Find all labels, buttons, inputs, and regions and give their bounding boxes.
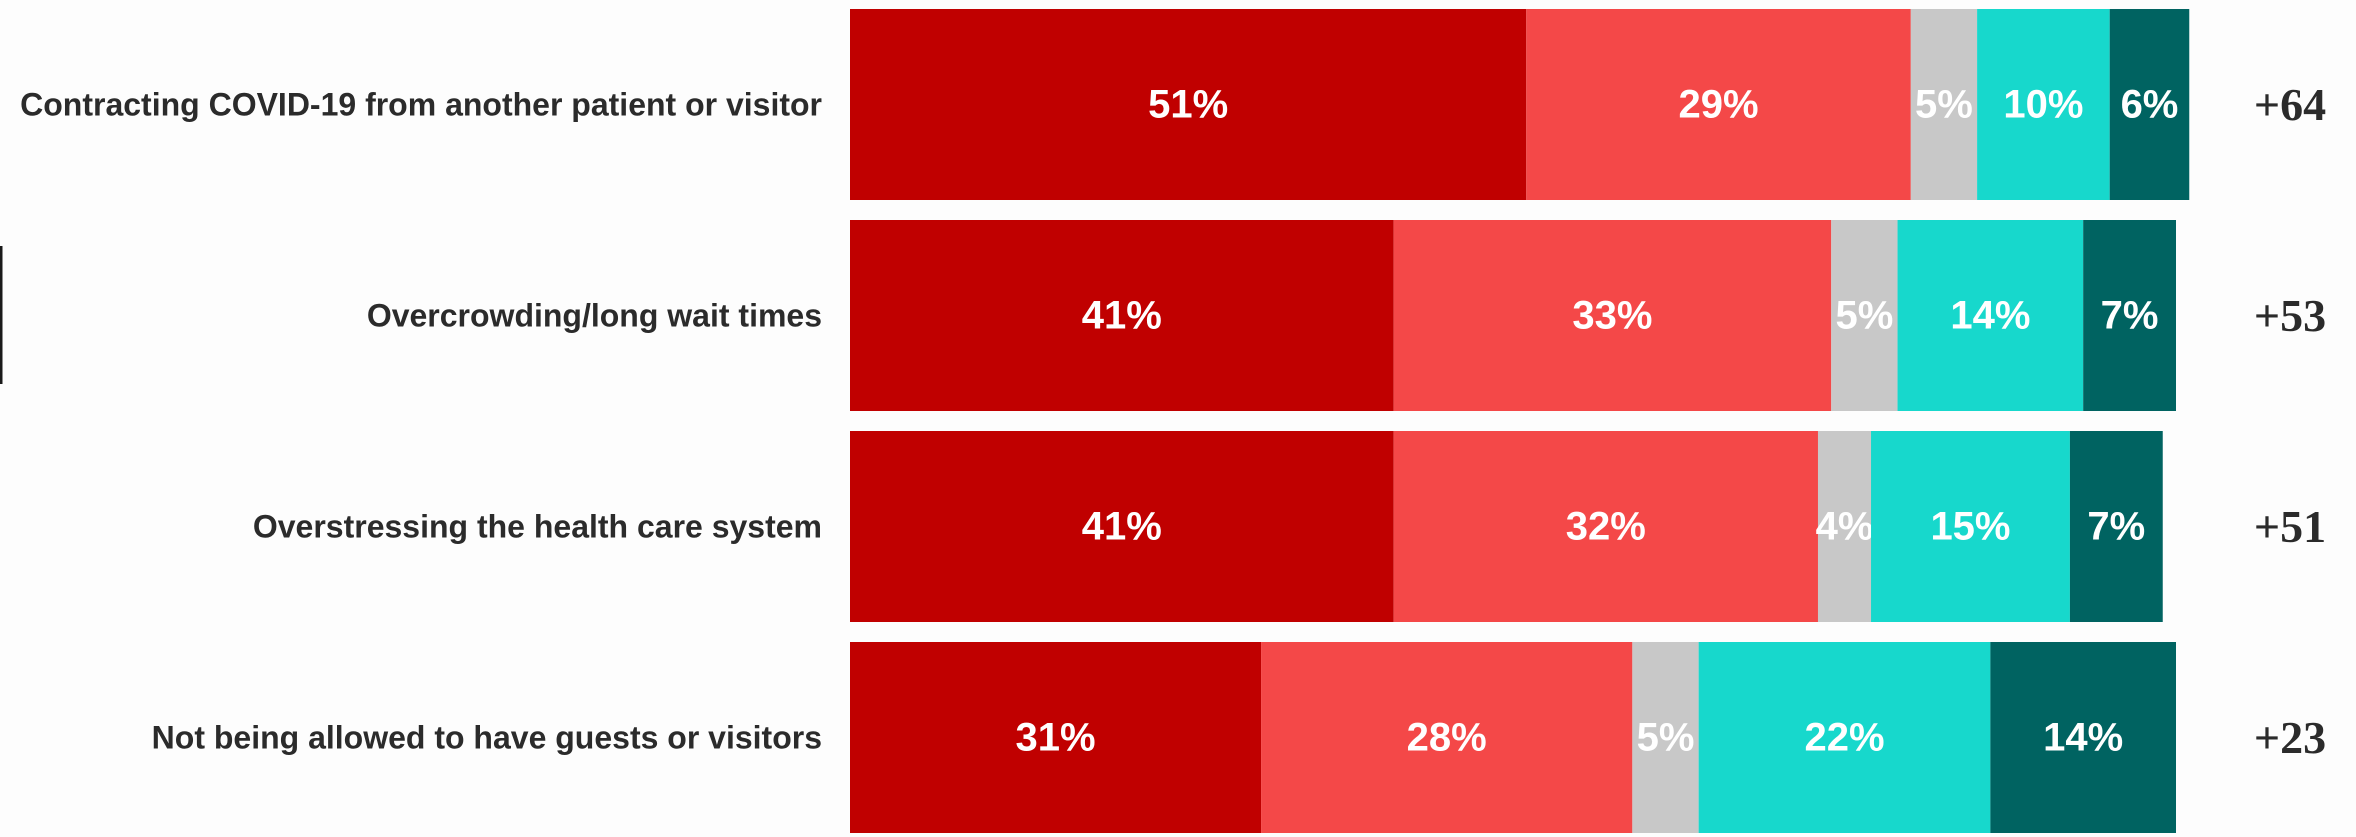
bar-row: Overcrowding/long wait times 41% 33% 5% 14% 7… <box>367 220 2326 411</box>
bar-row: Contracting COVID-19 from another patien… <box>20 9 2326 200</box>
bar-segment <box>1871 431 2070 622</box>
data-label: 41% <box>1082 294 1162 338</box>
bar-segment <box>2083 220 2176 411</box>
data-label: 5% <box>1915 83 1973 127</box>
data-label: 14% <box>1950 294 2030 338</box>
bar-segment <box>850 642 1262 833</box>
category-label: Overcrowding/long wait times <box>367 298 822 334</box>
bar-segment <box>2069 431 2163 622</box>
data-label: 33% <box>1572 294 1652 338</box>
data-label: 6% <box>2121 83 2179 127</box>
bar-segment <box>1817 431 1872 622</box>
bar-row: Overstressing the health care system 41% 3… <box>253 431 2326 622</box>
category-label: Contracting COVID-19 from another patien… <box>20 87 822 123</box>
data-label: 5% <box>1835 294 1893 338</box>
bar-row: Not being allowed to have guests or visi… <box>152 642 2326 833</box>
bar-segment <box>1393 220 1832 411</box>
bar-segment <box>1990 642 2176 833</box>
bar-segment <box>2109 9 2190 200</box>
net-score-label: +64 <box>2254 79 2326 130</box>
bar-segment <box>850 220 1394 411</box>
bar-segment <box>850 431 1394 622</box>
bar-segment <box>1632 642 1699 833</box>
data-label: 14% <box>2043 716 2123 760</box>
bar-segment <box>1910 9 1978 200</box>
data-label: 10% <box>2003 83 2083 127</box>
bar-segment <box>1977 9 2110 200</box>
bar-segment <box>850 9 1527 200</box>
bar-segment <box>1897 220 2084 411</box>
bar-segment <box>1831 220 1898 411</box>
net-score-label: +53 <box>2254 290 2326 341</box>
data-label: 7% <box>2101 294 2159 338</box>
data-label: 5% <box>1637 716 1695 760</box>
data-label: 41% <box>1082 505 1162 549</box>
data-label: 7% <box>2087 505 2145 549</box>
bar-segment <box>1393 431 1818 622</box>
net-score-label: +51 <box>2254 501 2326 552</box>
bars-layer: Contracting COVID-19 from another patien… <box>20 9 2326 833</box>
data-label: 15% <box>1930 505 2010 549</box>
data-label: 32% <box>1566 505 1646 549</box>
bar-segment <box>1261 642 1633 833</box>
category-label: Overstressing the health care system <box>253 509 822 545</box>
net-score-label: +23 <box>2254 712 2326 763</box>
data-label: 29% <box>1678 83 1758 127</box>
data-label: 28% <box>1407 716 1487 760</box>
data-label: 31% <box>1015 716 1095 760</box>
bar-segment <box>1526 9 1911 200</box>
data-label: 22% <box>1804 716 1884 760</box>
data-label: 4% <box>1816 505 1874 549</box>
bar-segment <box>1698 642 1991 833</box>
category-label: Not being allowed to have guests or visi… <box>152 720 822 756</box>
data-label: 51% <box>1148 83 1228 127</box>
